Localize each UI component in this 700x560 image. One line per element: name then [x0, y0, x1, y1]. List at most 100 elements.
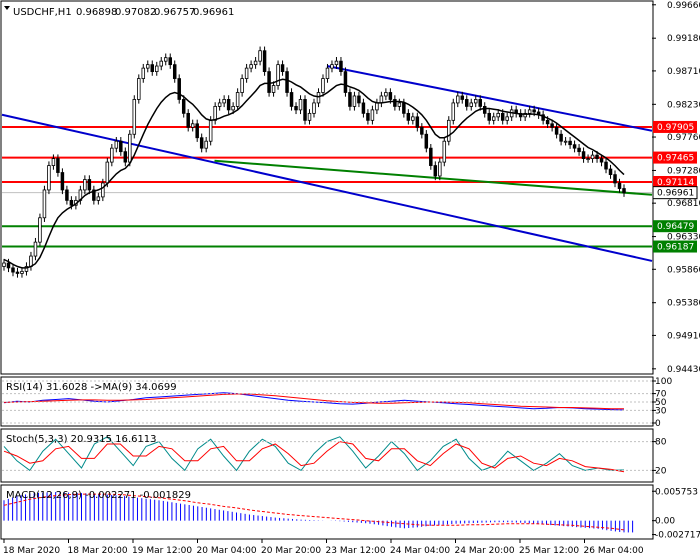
rsi-label: RSI(14) 31.6028 ->MA(9) 34.0699	[6, 382, 177, 393]
candle-body	[325, 67, 330, 79]
candle-body	[577, 147, 581, 153]
candle-body	[375, 102, 379, 111]
candle-body	[105, 161, 110, 184]
candle-body	[411, 116, 415, 121]
candle-body	[226, 99, 231, 111]
candle-body	[491, 116, 496, 121]
time-tick-label: 24 Mar 20:00	[455, 546, 515, 556]
candle-body	[572, 144, 577, 149]
ohlc-low: 0.96757	[154, 7, 195, 18]
candle-body	[482, 106, 487, 114]
rsi-ma-line	[3, 393, 624, 410]
moving-average-line	[3, 78, 625, 269]
candle-body	[343, 71, 348, 93]
candle-body	[222, 99, 226, 104]
candle-body	[137, 78, 141, 100]
candle-body	[451, 102, 456, 121]
candle-body	[622, 188, 626, 194]
candle-body	[33, 241, 38, 257]
macd-label: MACD(12,26,9) -0.002271 -0.001829	[6, 490, 191, 501]
candle-body	[92, 189, 96, 201]
candle-body	[240, 78, 244, 93]
candle-body	[132, 99, 137, 135]
time-tick-label: 18 Mar 2020	[3, 546, 60, 556]
candle-body	[473, 99, 478, 104]
candle-body	[595, 154, 599, 160]
level-tag-label: 0.97465	[657, 154, 694, 164]
candle-body	[442, 140, 447, 163]
sub-tick-label: 100	[655, 377, 672, 387]
sub-tick-label: 0	[655, 419, 661, 429]
time-tick-label: 18 Mar 20:00	[68, 546, 128, 556]
level-tag-label: 0.96479	[657, 222, 694, 232]
candle-body	[550, 123, 554, 128]
level-tag	[653, 240, 697, 253]
candle-body	[181, 99, 186, 114]
candle-body	[527, 109, 532, 114]
candle-body	[276, 64, 280, 86]
macd-axis: 0.005753 0.00 -0.002717	[652, 487, 700, 541]
candle-body	[253, 60, 258, 66]
candle-body	[321, 78, 325, 93]
trendlines-layer	[1, 65, 653, 262]
candle-body	[334, 60, 339, 66]
candle-body	[478, 99, 482, 107]
ohlc-open: 0.96898	[76, 7, 117, 18]
candle-body	[586, 158, 590, 161]
candle-body	[123, 151, 128, 163]
macd-signal-line	[3, 493, 625, 531]
candle-body	[298, 99, 303, 111]
candle-body	[559, 133, 563, 142]
candle-body	[348, 92, 352, 107]
candle-body	[195, 123, 199, 139]
level-tag	[653, 220, 697, 233]
candle-body	[339, 60, 343, 73]
candle-body	[155, 65, 159, 73]
candle-body	[11, 267, 15, 273]
time-tick-label: 25 Mar 12:00	[519, 546, 579, 556]
stochastic-panel: 80 20 Stoch(5,3,3) 20.9315 16.6113	[0, 428, 667, 483]
stochastic-axis: 80 20	[2, 438, 667, 476]
candle-body	[590, 154, 595, 160]
price-tags-layer: 0.97905 0.97465 0.97114 0.96479 0.96187 0.969…	[652, 120, 698, 253]
sub-tick-label: 50	[655, 398, 667, 408]
trendline	[326, 65, 653, 132]
candle-body	[38, 217, 42, 243]
candle-body	[608, 168, 613, 176]
candle-body	[119, 140, 123, 153]
sub-tick-label: 80	[655, 438, 667, 448]
candle-body	[460, 95, 465, 100]
macd-tick-label: 0.005753	[655, 487, 698, 497]
candle-body	[384, 92, 388, 97]
candle-body	[141, 67, 146, 79]
candle-body	[213, 106, 217, 121]
candle-body	[581, 151, 586, 160]
candle-body	[599, 158, 604, 163]
symbol-dropdown-icon[interactable]	[4, 6, 10, 10]
candle-body	[6, 262, 11, 269]
ohlc-close: 0.96961	[193, 7, 234, 18]
candle-body	[186, 112, 190, 128]
candle-body	[177, 78, 181, 100]
candle-body	[330, 64, 334, 69]
current-price-tag	[652, 186, 698, 200]
candle-body	[361, 102, 366, 114]
candle-body	[199, 137, 204, 149]
candle-body	[500, 112, 505, 121]
candle-body	[128, 133, 132, 163]
stochastic-lines	[3, 436, 625, 473]
candle-body	[101, 182, 105, 198]
candle-body	[366, 112, 370, 121]
candle-body	[20, 270, 24, 274]
candle-body	[456, 95, 460, 104]
candle-body	[42, 189, 47, 219]
candle-body	[172, 64, 177, 79]
